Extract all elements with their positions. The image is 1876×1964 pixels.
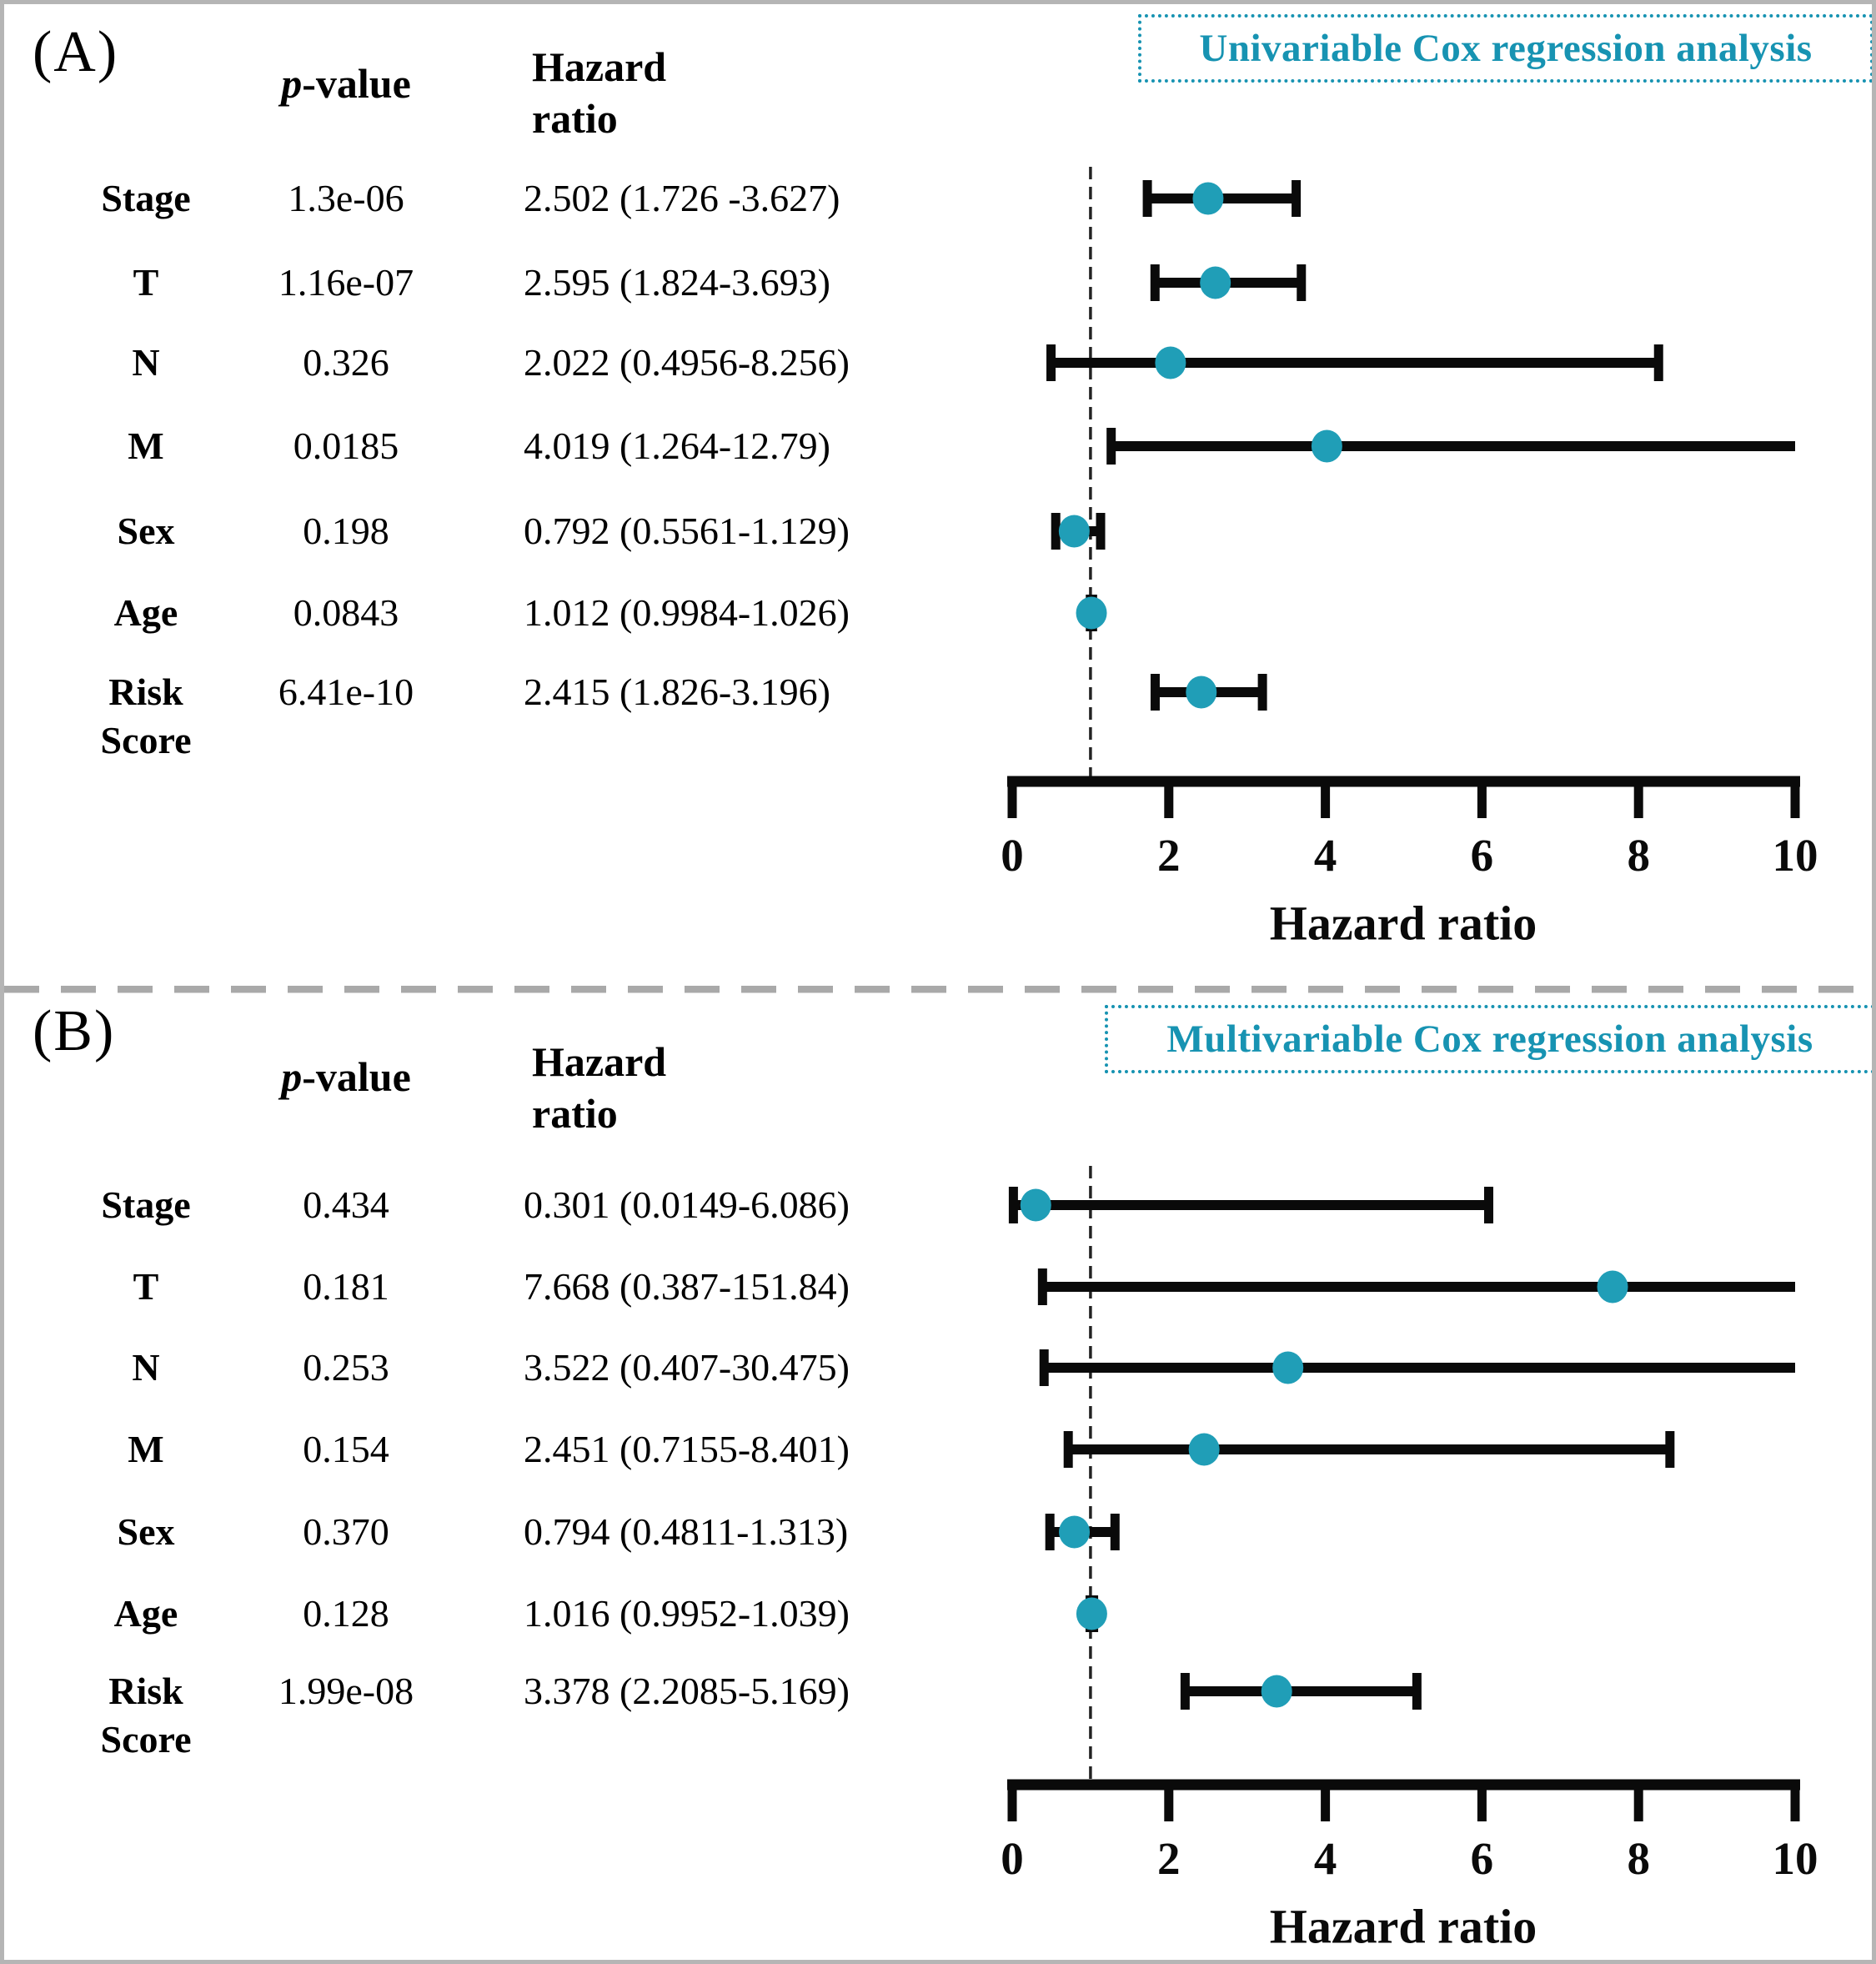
panel-b-label: (B) [33, 999, 116, 1063]
row-p-value: 6.41e-10 [278, 671, 414, 713]
hazard-ratio-point [1188, 1433, 1220, 1466]
row-hazard-ratio-ci: 3.522 (0.407-30.475) [524, 1346, 850, 1389]
hazard-ratio-point [1059, 1515, 1091, 1549]
row-p-value: 1.99e-08 [278, 1670, 414, 1712]
row-p-value: 0.154 [303, 1428, 389, 1470]
row-p-value: 0.434 [303, 1183, 389, 1226]
row-hazard-ratio-ci: 0.792 (0.5561-1.129) [524, 510, 850, 552]
row-p-value: 1.16e-07 [278, 261, 414, 304]
x-axis-tick-label: 8 [1627, 1833, 1650, 1884]
panel-a-label: (A) [33, 20, 119, 84]
panel-a-title-box: Univariable Cox regression analysis [1138, 14, 1872, 83]
row-variable-m: M [128, 424, 164, 467]
row-variable-sex: Sex [117, 1510, 175, 1553]
row-p-value: 0.181 [303, 1265, 389, 1308]
row-hazard-ratio-ci: 2.595 (1.824-3.693) [524, 261, 830, 304]
x-axis-tick-label: 0 [1001, 830, 1024, 881]
row-p-value: 1.3e-06 [288, 177, 404, 219]
row-hazard-ratio-ci: 0.794 (0.4811-1.313) [524, 1510, 849, 1553]
row-variable-risk-score: Risk Score [100, 671, 192, 761]
x-axis-tick-label: 2 [1157, 830, 1181, 881]
row-hazard-ratio-ci: 2.415 (1.826-3.196) [524, 671, 830, 713]
row-p-value: 0.198 [303, 510, 389, 552]
row-p-value: 0.326 [303, 341, 389, 384]
x-axis-tick-label: 4 [1314, 1833, 1337, 1884]
row-variable-sex: Sex [117, 510, 175, 552]
row-variable-stage: Stage [101, 1183, 191, 1226]
hazard-ratio-point [1272, 1351, 1304, 1384]
row-variable-m: M [128, 1428, 164, 1470]
hazard-ratio-point [1311, 429, 1342, 463]
p-value-column-header-b: p-value [281, 1053, 411, 1100]
hazard-ratio-point [1200, 266, 1231, 299]
row-hazard-ratio-ci: 2.451 (0.7155-8.401) [524, 1428, 850, 1470]
row-p-value: 0.0843 [293, 591, 399, 634]
row-variable-age: Age [113, 1592, 178, 1635]
row-hazard-ratio-ci: 4.019 (1.264-12.79) [524, 424, 830, 467]
x-axis-tick-label: 6 [1471, 830, 1494, 881]
row-variable-age: Age [113, 591, 178, 634]
row-variable-n: N [132, 1346, 160, 1389]
row-hazard-ratio-ci: 3.378 (2.2085-5.169) [524, 1670, 850, 1712]
hazard-ratio-point [1076, 596, 1107, 630]
row-variable-stage: Stage [101, 177, 191, 219]
row-variable-t: T [133, 261, 159, 304]
hazard-ratio-column-header-b: Hazard ratio [532, 1038, 667, 1137]
row-hazard-ratio-ci: 1.012 (0.9984-1.026) [524, 591, 850, 634]
x-axis-tick-label: 6 [1471, 1833, 1494, 1884]
row-p-value: 0.128 [303, 1592, 389, 1635]
hazard-ratio-point [1155, 346, 1186, 379]
row-variable-n: N [132, 341, 160, 384]
p-value-column-header-a: p-value [281, 60, 411, 107]
x-axis-tick-label: 10 [1773, 830, 1818, 881]
row-variable-risk-score: Risk Score [100, 1670, 192, 1761]
row-p-value: 0.370 [303, 1510, 389, 1553]
hazard-ratio-point [1076, 1597, 1107, 1630]
x-axis-tick-label: 8 [1627, 830, 1650, 881]
x-axis-title: Hazard ratio [1270, 897, 1537, 951]
row-hazard-ratio-ci: 7.668 (0.387-151.84) [524, 1265, 850, 1308]
row-hazard-ratio-ci: 1.016 (0.9952-1.039) [524, 1592, 850, 1635]
row-hazard-ratio-ci: 0.301 (0.0149-6.086) [524, 1183, 850, 1226]
row-variable-t: T [133, 1265, 159, 1308]
panel-a-title: Univariable Cox regression analysis [1199, 27, 1813, 70]
panel-b-title-box: Multivariable Cox regression analysis [1105, 1005, 1872, 1073]
hazard-ratio-point [1261, 1675, 1292, 1708]
panel-b-title: Multivariable Cox regression analysis [1166, 1017, 1813, 1061]
panel-b-forest-plot: 0 2 4 6 8 10 Hazard ratio [4, 986, 1872, 1954]
x-axis-tick-label: 10 [1773, 1833, 1818, 1884]
x-axis-tick-label: 2 [1157, 1833, 1181, 1884]
x-axis-tick-label: 0 [1001, 1833, 1024, 1884]
hazard-ratio-point [1058, 515, 1090, 548]
x-axis-title: Hazard ratio [1270, 1900, 1537, 1954]
hazard-ratio-point [1597, 1270, 1628, 1303]
hazard-ratio-column-header-a: Hazard ratio [532, 43, 667, 142]
hazard-ratio-point [1192, 182, 1224, 215]
hazard-ratio-point [1186, 676, 1217, 709]
row-hazard-ratio-ci: 2.502 (1.726 -3.627) [524, 177, 840, 219]
row-p-value: 0.253 [303, 1346, 389, 1389]
x-axis-tick-label: 4 [1314, 830, 1337, 881]
row-p-value: 0.0185 [293, 424, 399, 467]
panel-a-forest-plot: 0 2 4 6 8 10 Hazard ratio [1001, 167, 1818, 951]
row-hazard-ratio-ci: 2.022 (0.4956-8.256) [524, 341, 850, 384]
hazard-ratio-point [1020, 1188, 1051, 1222]
